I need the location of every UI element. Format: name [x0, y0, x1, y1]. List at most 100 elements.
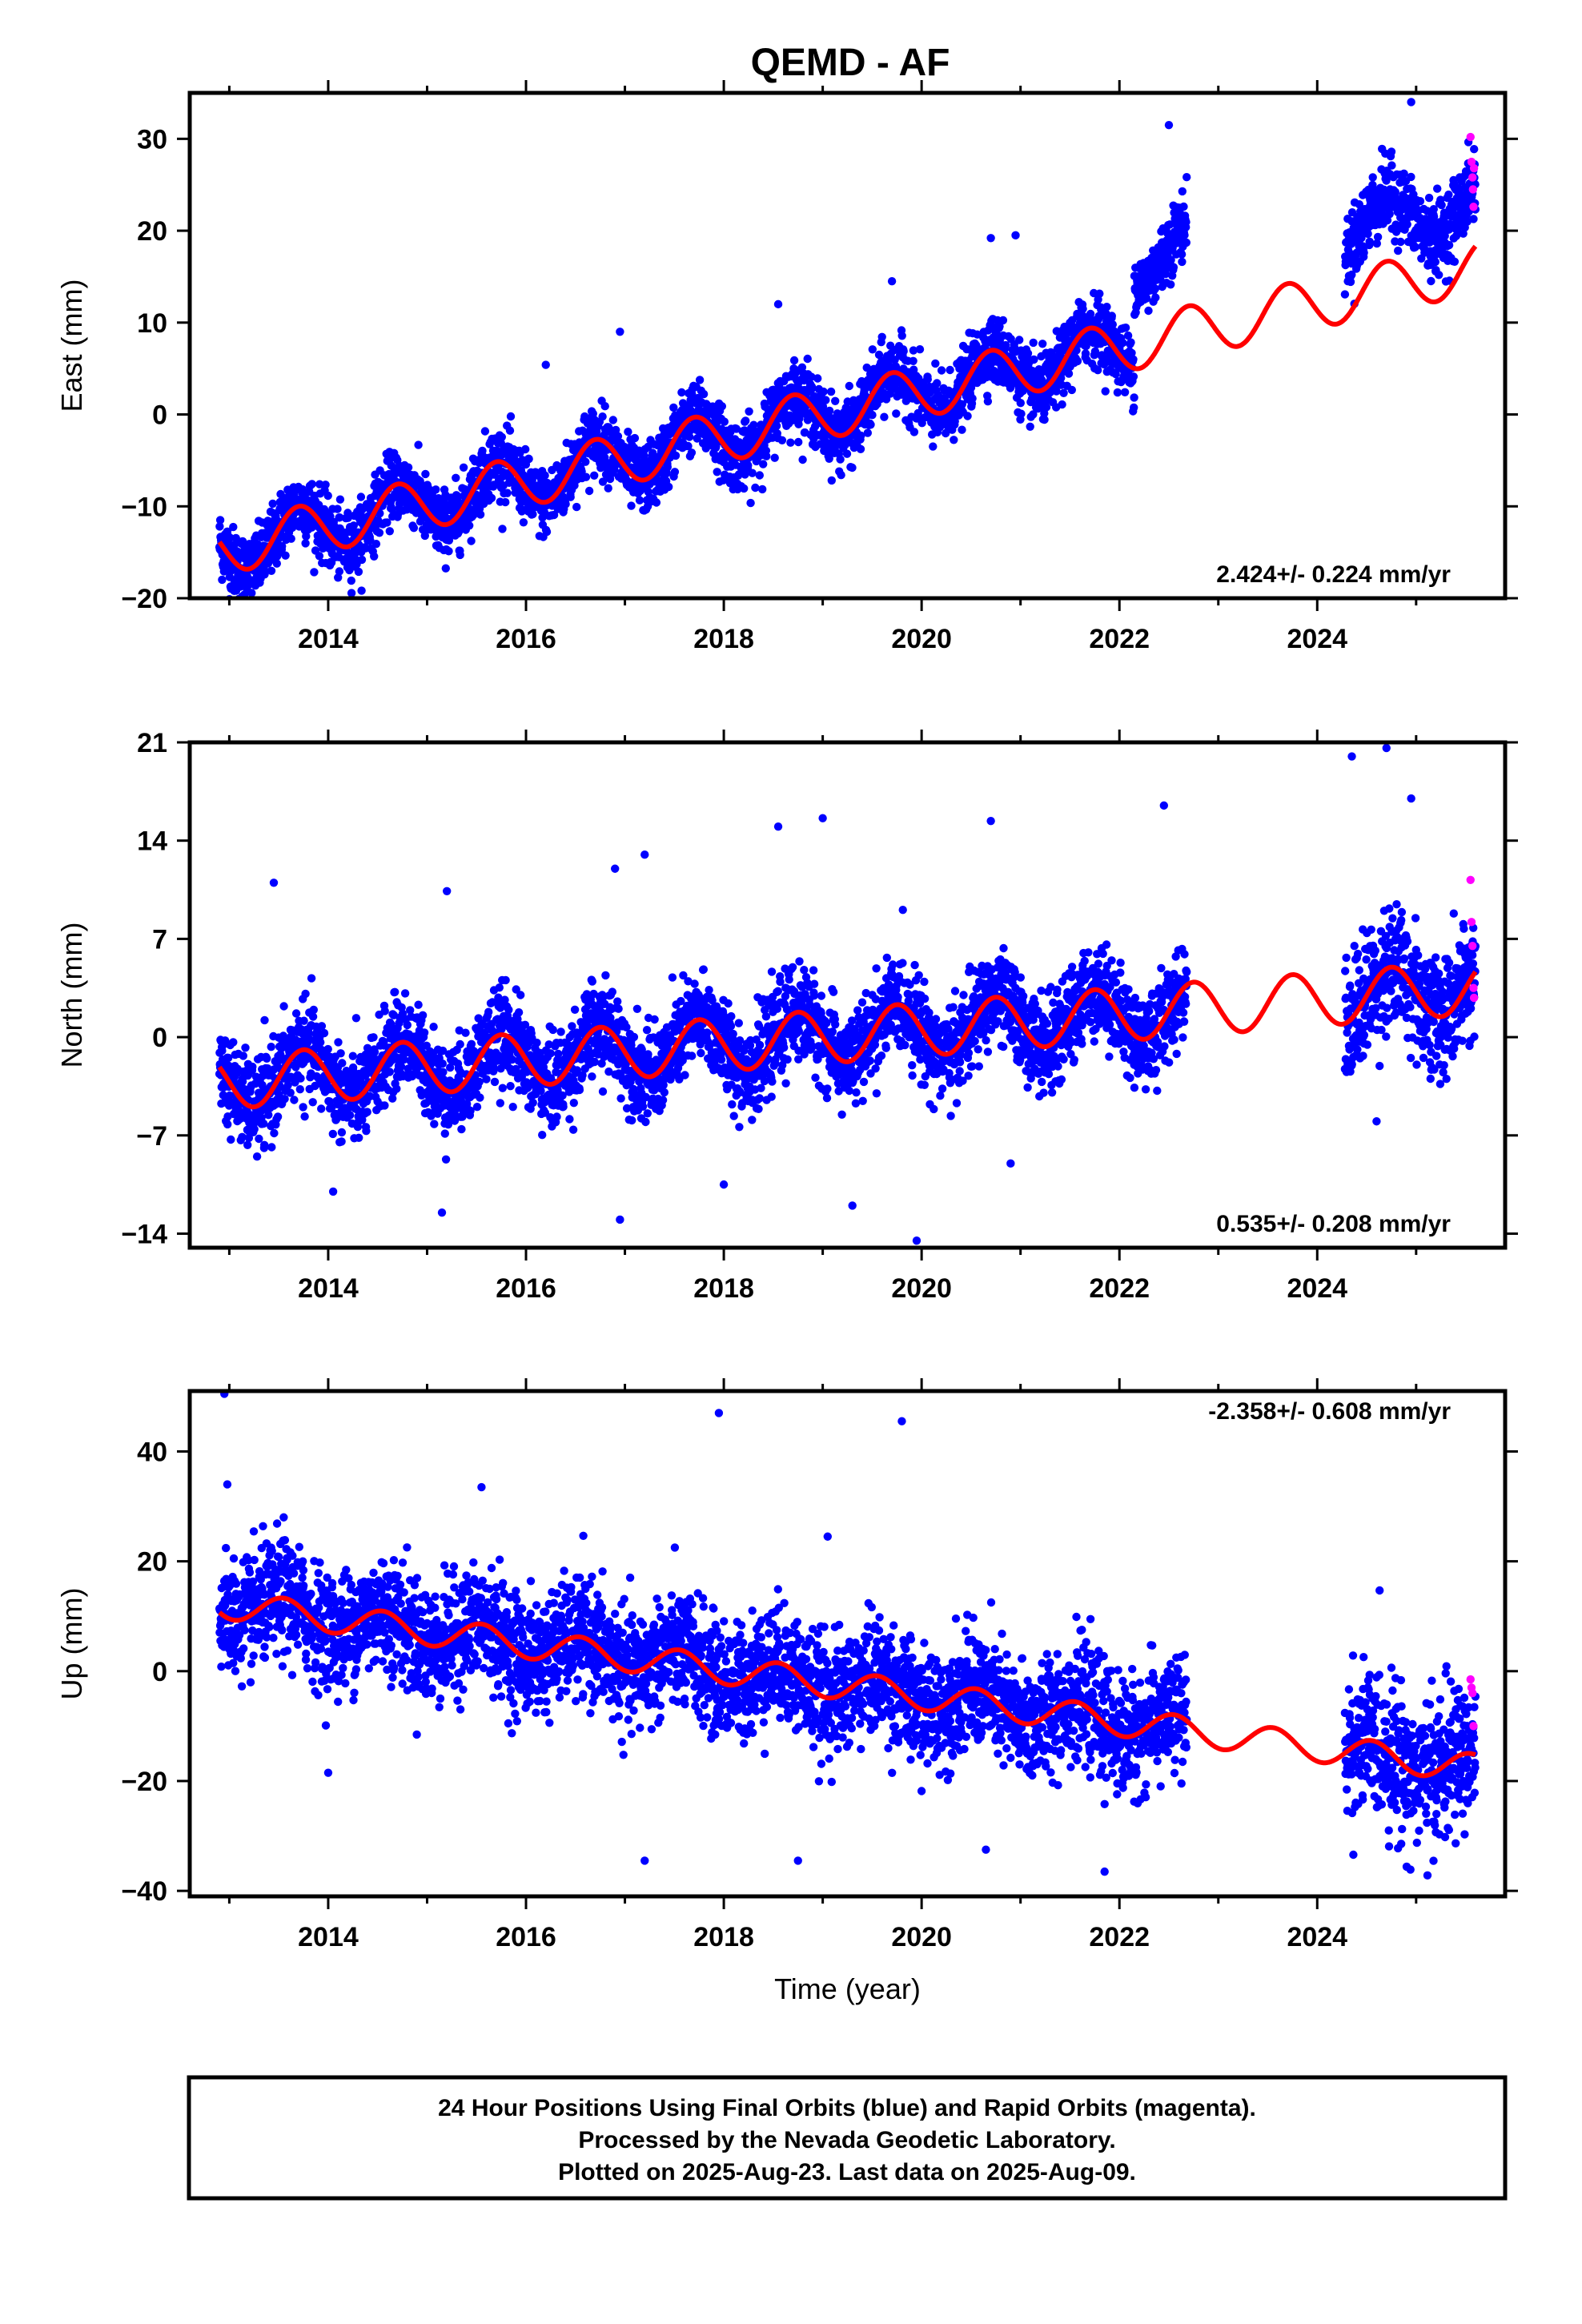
data-point-final [338, 1059, 347, 1068]
data-point-final [456, 550, 464, 560]
data-point-final [333, 505, 342, 513]
data-point-final [524, 454, 533, 464]
data-point-final [335, 513, 344, 522]
data-point-final [296, 1074, 305, 1083]
data-point-final [440, 1129, 449, 1138]
data-point-final [1182, 218, 1191, 227]
data-point-final [309, 1005, 318, 1015]
data-point-final [299, 1016, 308, 1025]
data-point-final [301, 989, 310, 999]
data-point-outlier [230, 586, 239, 596]
data-point-final [362, 1127, 371, 1136]
data-point-final [215, 516, 225, 525]
data-point-final [227, 1135, 235, 1144]
data-point-final [503, 489, 512, 497]
data-point-final [1182, 173, 1191, 182]
data-point-final [273, 1112, 283, 1121]
data-point-final [323, 491, 332, 501]
data-point-final [819, 387, 828, 396]
data-point-final [826, 387, 836, 396]
data-point-final [1130, 393, 1138, 402]
data-point-final [803, 354, 812, 364]
data-point-final [720, 417, 729, 426]
data-point-final [1179, 202, 1188, 211]
data-point-final [909, 428, 919, 436]
data-point-final [420, 1028, 429, 1037]
data-point-final [581, 472, 591, 481]
data-point-final [577, 467, 586, 476]
data-point-final [670, 468, 680, 476]
data-point-outlier [1011, 231, 1020, 240]
data-point-final [315, 552, 324, 561]
data-point-final [391, 987, 400, 997]
data-point-final [946, 365, 954, 375]
data-point-final [215, 522, 224, 531]
x-tick-label: 2024 [1287, 624, 1347, 654]
data-point-final [459, 463, 468, 472]
data-point-final [480, 427, 490, 436]
data-point-rapid [1468, 185, 1478, 194]
data-point-final [1017, 409, 1026, 418]
data-point-final [264, 1111, 273, 1120]
data-point-final [807, 382, 817, 392]
data-point-final [218, 575, 227, 585]
data-point-final [741, 416, 750, 425]
data-point-final [278, 541, 287, 551]
data-point-final [316, 1038, 325, 1047]
data-point-final [317, 1104, 326, 1113]
data-point-final [347, 589, 356, 597]
data-point-final [1407, 172, 1415, 182]
data-point-final [358, 505, 367, 514]
data-point-final [699, 389, 709, 399]
data-point-final [1411, 243, 1420, 251]
data-point-final [1470, 145, 1479, 154]
data-point-final [931, 359, 940, 368]
data-point-final [260, 1015, 269, 1025]
data-point-final [1038, 340, 1047, 348]
data-point-final [299, 1103, 307, 1112]
data-point-final [497, 432, 506, 441]
data-point-final [848, 463, 857, 472]
data-point-final [252, 1152, 262, 1161]
data-point-final [385, 527, 394, 536]
data-point-final [335, 495, 345, 504]
data-point-final [371, 540, 381, 549]
data-point-final [239, 1051, 247, 1060]
data-point-final [963, 412, 972, 420]
data-point-final [684, 441, 693, 451]
data-point-rapid [1466, 132, 1475, 142]
data-point-final [1437, 200, 1446, 210]
data-point-final [441, 564, 450, 573]
data-point-final [630, 433, 640, 443]
data-point-final [487, 493, 496, 503]
data-point-final [958, 425, 966, 434]
data-point-final [528, 509, 537, 519]
data-point-final [387, 505, 396, 514]
data-point-final [1394, 246, 1403, 255]
data-point-final [588, 409, 597, 418]
data-point-final [598, 477, 608, 486]
data-point-final [540, 471, 549, 480]
data-point-final [669, 403, 678, 412]
data-point-final [1064, 369, 1074, 378]
data-point-final [572, 502, 581, 512]
data-point-final [1107, 312, 1117, 320]
data-point-final [604, 484, 612, 493]
data-point-final [1150, 284, 1160, 293]
data-point-final [1435, 271, 1443, 279]
data-point-final [429, 1023, 438, 1031]
data-point-final [351, 1014, 361, 1023]
data-point-outlier [616, 328, 624, 336]
data-point-final [478, 446, 487, 456]
x-tick-label: 2022 [1089, 624, 1150, 654]
data-point-final [336, 1049, 345, 1058]
data-point-final [319, 1028, 329, 1038]
data-point-final [671, 451, 681, 460]
data-point-final [717, 402, 726, 411]
data-point-final [950, 436, 958, 444]
data-point-final [845, 381, 854, 391]
data-point-final [414, 440, 423, 449]
data-point-final [363, 1108, 371, 1116]
data-point-final [837, 471, 845, 480]
data-point-final [590, 471, 599, 480]
